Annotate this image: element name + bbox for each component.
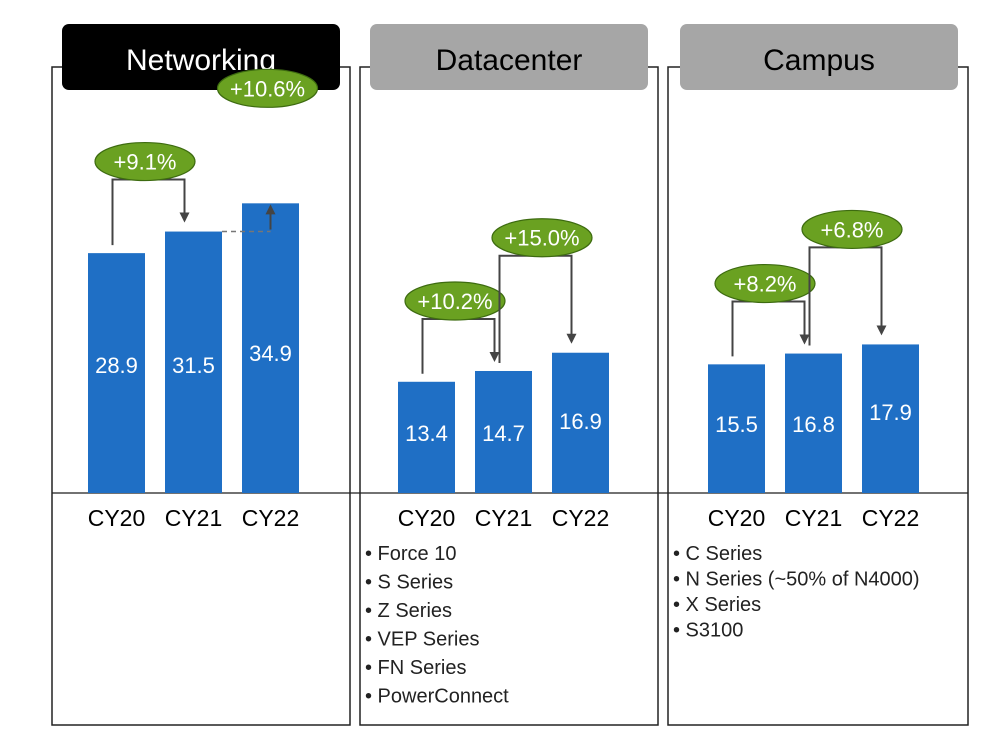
bar-cy20 (708, 364, 765, 493)
growth-badge (801, 209, 903, 250)
bar-cy22 (552, 352, 609, 493)
growth-badge-label: +6.8% (821, 217, 884, 242)
category-label: CY21 (475, 505, 533, 531)
bar-cy20 (398, 381, 455, 493)
note-item: • X Series (673, 594, 761, 616)
panel-campus: Campus 15.5 CY20 16.8 CY21 17.9 CY22 +8.2% +6.8%… (667, 24, 969, 726)
category-label: CY20 (88, 505, 146, 531)
growth-badge (94, 141, 196, 182)
category-label: CY22 (552, 505, 610, 531)
growth-arrow (421, 317, 500, 374)
note-item: • FN Series (365, 657, 466, 679)
note-item: • Z Series (365, 600, 452, 622)
category-label: CY21 (165, 505, 223, 531)
note-item: • S3100 (673, 620, 743, 642)
data-label: 16.8 (792, 412, 835, 437)
growth-badge-label: +8.2% (734, 272, 797, 297)
growth-badge-label: +9.1% (114, 150, 177, 175)
panel-datacenter: Datacenter 13.4 CY20 14.7 CY21 16.9 CY22 +10.2%… (359, 24, 659, 726)
note-item: • N Series (~50% of N4000) (673, 569, 920, 591)
bar-cy20 (88, 253, 145, 493)
data-label: 16.9 (559, 409, 602, 434)
bar-cy22 (862, 344, 919, 493)
note-item: • C Series (673, 543, 762, 565)
data-label: 13.4 (405, 421, 448, 446)
data-label: 15.5 (715, 412, 758, 437)
data-label: 17.9 (869, 400, 912, 425)
data-label: 28.9 (95, 353, 138, 378)
note-item: • VEP Series (365, 629, 479, 651)
note-item: • Force 10 (365, 543, 456, 565)
growth-arrow (808, 246, 887, 346)
panel-title-bg (680, 24, 958, 90)
growth-badge-label: +10.6% (230, 76, 305, 101)
growth-badge (714, 263, 816, 304)
panel-networking: Networking28.9CY2031.5CY2134.9CY22+9.1%+… (51, 24, 351, 726)
growth-arrow (731, 300, 810, 357)
growth-badge (491, 218, 593, 258)
data-label: 14.7 (482, 421, 525, 446)
category-label: CY22 (862, 505, 920, 531)
growth-badge-label: +10.2% (417, 289, 492, 314)
data-label: 31.5 (172, 353, 215, 378)
panel-title-bg (370, 24, 648, 90)
note-item: • PowerConnect (365, 686, 509, 708)
bar-cy21 (785, 353, 842, 493)
category-label: CY20 (398, 505, 456, 531)
panel-title: Datacenter (436, 44, 583, 77)
note-item: • S Series (365, 572, 453, 594)
data-label: 34.9 (249, 341, 292, 366)
growth-badge (216, 68, 319, 108)
category-label: CY21 (785, 505, 843, 531)
category-label: CY22 (242, 505, 300, 531)
bar-cy21 (165, 231, 222, 494)
growth-arrow (498, 254, 577, 363)
growth-badge (404, 281, 506, 321)
bar-cy22 (242, 203, 299, 493)
category-label: CY20 (708, 505, 766, 531)
bar-cy21 (475, 370, 532, 493)
panel-title: Campus (763, 44, 875, 77)
growth-badge-label: +15.0% (504, 226, 579, 251)
